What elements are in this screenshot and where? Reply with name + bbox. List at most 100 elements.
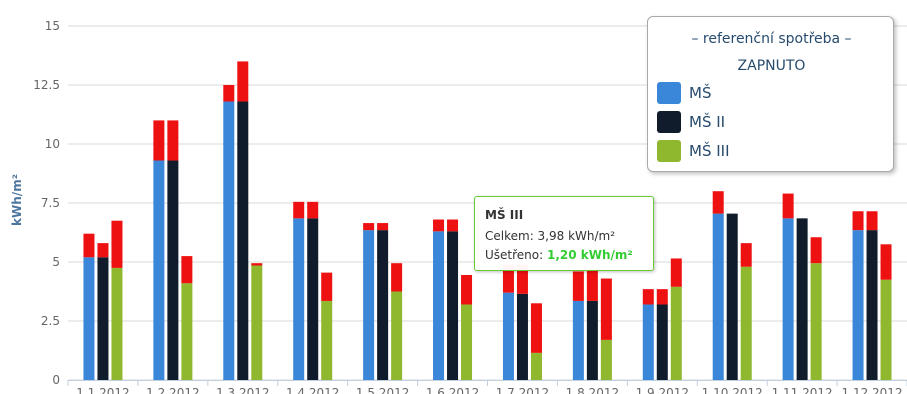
tooltip-saved-label: Ušetřeno:	[485, 248, 544, 262]
bar-ms-overconsumption[interactable]	[433, 219, 445, 232]
y-axis-label: kWh/m²	[10, 174, 24, 226]
bar-ms-iii[interactable]	[810, 263, 822, 380]
bar-ms-ii[interactable]	[656, 304, 668, 380]
bar-ms-iii-overconsumption[interactable]	[111, 220, 123, 268]
y-tick-label: 12.5	[33, 78, 60, 92]
legend: – referenční spotřeba – ZAPNUTO MŠ MŠ II…	[647, 16, 894, 172]
bar-ms-iii[interactable]	[391, 291, 403, 381]
y-tick-label: 15	[45, 19, 60, 33]
bar-ms-overconsumption[interactable]	[83, 233, 95, 258]
bar-ms-ii[interactable]	[167, 160, 179, 380]
legend-label-ms-iii: MŠ III	[689, 142, 730, 160]
x-tick-label: 1.8.2012	[566, 386, 619, 394]
bar-ms[interactable]	[83, 257, 95, 380]
bar-ms-ii[interactable]	[516, 293, 528, 380]
bar-ms-iii[interactable]	[600, 339, 612, 380]
bar-ms-ii[interactable]	[796, 218, 808, 380]
bar-ms-iii[interactable]	[181, 283, 193, 380]
bar-ms-ii[interactable]	[377, 230, 389, 380]
bar-ms-iii-overconsumption[interactable]	[251, 263, 263, 266]
bar-ms-iii[interactable]	[880, 279, 892, 380]
bar-ms-iii-overconsumption[interactable]	[391, 263, 403, 292]
bar-ms-iii-overconsumption[interactable]	[600, 278, 612, 340]
bar-ms-overconsumption[interactable]	[572, 271, 584, 301]
legend-label-ms-ii: MŠ II	[689, 113, 726, 131]
bar-ms[interactable]	[502, 292, 514, 380]
bar-ms-iii[interactable]	[111, 267, 123, 380]
bars[interactable]	[83, 61, 892, 381]
bar-ms-iii[interactable]	[461, 304, 473, 380]
y-tick-label: 5	[52, 255, 60, 269]
bar-ms-iii-overconsumption[interactable]	[530, 303, 542, 353]
tooltip-saved-value: 1,20 kWh/m²	[547, 248, 633, 262]
bar-ms[interactable]	[293, 218, 305, 380]
bar-ms-iii-overconsumption[interactable]	[880, 244, 892, 280]
y-tick-label: 10	[45, 137, 60, 151]
bar-ms-ii-overconsumption[interactable]	[447, 219, 459, 232]
x-axis: 1.1.2012 1.2.2012 1.3.2012 1.4.2012 1.5.2012…	[67, 380, 907, 394]
bar-ms-overconsumption[interactable]	[782, 193, 794, 219]
bar-ms-ii-overconsumption[interactable]	[377, 223, 389, 231]
bar-ms-ii[interactable]	[726, 213, 738, 380]
bar-ms-overconsumption[interactable]	[642, 289, 654, 305]
bar-ms-iii[interactable]	[530, 352, 542, 380]
x-tick-label: 1.2.2012	[146, 386, 199, 394]
bar-ms-ii[interactable]	[307, 218, 319, 380]
x-tick-label: 1.5.2012	[356, 386, 409, 394]
bar-ms[interactable]	[642, 304, 654, 380]
bar-ms-iii[interactable]	[251, 265, 263, 380]
bar-ms-ii-overconsumption[interactable]	[167, 120, 179, 161]
bar-ms[interactable]	[223, 101, 235, 381]
bar-ms-overconsumption[interactable]	[153, 120, 165, 161]
bar-ms-ii[interactable]	[97, 257, 109, 380]
x-tick-label: 1.10.2012	[702, 386, 763, 394]
bar-ms-ii-overconsumption[interactable]	[656, 289, 668, 305]
x-tick-label: 1.7.2012	[496, 386, 549, 394]
bar-ms-overconsumption[interactable]	[363, 223, 375, 231]
bar-ms-overconsumption[interactable]	[502, 264, 514, 293]
legend-swatch-ms	[657, 82, 681, 104]
bar-ms-ii-overconsumption[interactable]	[307, 201, 319, 219]
bar-ms[interactable]	[572, 300, 584, 380]
bar-ms-overconsumption[interactable]	[712, 191, 724, 214]
bar-ms-overconsumption[interactable]	[293, 201, 305, 219]
tooltip-title: MŠ III	[485, 208, 524, 222]
bar-ms-iii[interactable]	[740, 266, 752, 380]
tooltip-saved: Ušetřeno: 1,20 kWh/m²	[485, 248, 633, 262]
bar-ms-iii-overconsumption[interactable]	[321, 272, 333, 301]
bar-ms-iii-overconsumption[interactable]	[181, 256, 193, 284]
bar-ms-ii-overconsumption[interactable]	[237, 61, 249, 102]
bar-ms[interactable]	[433, 231, 445, 380]
bar-ms-ii[interactable]	[447, 231, 459, 380]
legend-label-ms: MŠ	[689, 84, 712, 102]
legend-swatch-ms-ii	[657, 111, 681, 133]
bar-ms-ii[interactable]	[586, 300, 598, 380]
bar-ms[interactable]	[712, 213, 724, 380]
x-tick-label: 1.12.2012	[842, 386, 903, 394]
x-tick-label: 1.1.2012	[76, 386, 129, 394]
x-tick-label: 1.11.2012	[772, 386, 833, 394]
legend-swatch-ms-iii	[657, 140, 681, 162]
bar-ms[interactable]	[782, 218, 794, 380]
legend-title: – referenční spotřeba –	[691, 31, 852, 47]
bar-ms-iii-overconsumption[interactable]	[740, 243, 752, 267]
bar-ms-ii-overconsumption[interactable]	[97, 243, 109, 258]
bar-ms-ii[interactable]	[237, 101, 249, 381]
bar-ms-ii-overconsumption[interactable]	[586, 269, 598, 301]
bar-ms-iii-overconsumption[interactable]	[810, 237, 822, 264]
bar-ms-overconsumption[interactable]	[223, 85, 235, 102]
bar-ms[interactable]	[852, 230, 864, 380]
bar-ms-iii-overconsumption[interactable]	[670, 258, 682, 287]
bar-ms-overconsumption[interactable]	[852, 211, 864, 231]
bar-ms-ii[interactable]	[866, 230, 878, 380]
bar-ms-ii-overconsumption[interactable]	[516, 264, 528, 294]
bar-ms[interactable]	[153, 160, 165, 380]
y-axis-ticks: 0 2.5 5 7.5 10 12.5 15	[33, 19, 60, 387]
bar-ms-iii-overconsumption[interactable]	[461, 274, 473, 305]
bar-ms[interactable]	[363, 230, 375, 380]
reference-toggle[interactable]: ZAPNUTO	[737, 58, 806, 74]
bar-ms-iii[interactable]	[670, 286, 682, 380]
tooltip-total: Celkem: 3,98 kWh/m²	[485, 229, 616, 243]
bar-ms-iii[interactable]	[321, 300, 333, 380]
bar-ms-ii-overconsumption[interactable]	[866, 211, 878, 231]
